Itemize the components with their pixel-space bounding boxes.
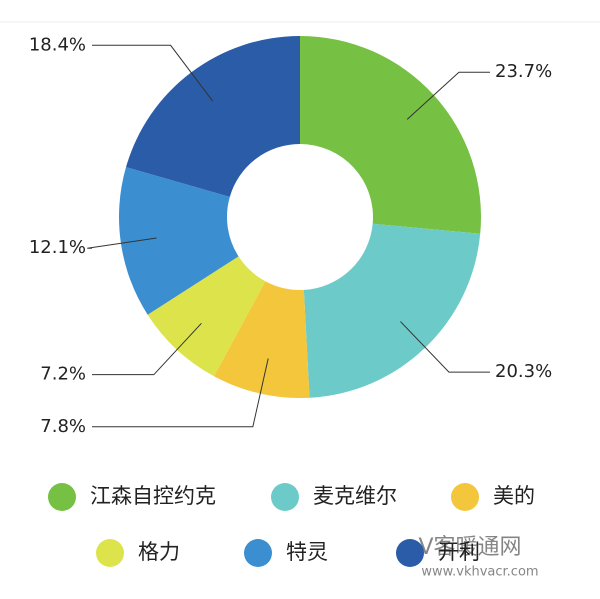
donut-slice xyxy=(303,223,481,398)
data-label: 12.1% xyxy=(29,237,86,258)
legend-marker xyxy=(451,483,479,511)
legend-label: 麦克维尔 xyxy=(313,484,397,508)
data-label: 18.4% xyxy=(29,34,86,55)
donut-slice xyxy=(147,256,266,377)
data-label: 7.8% xyxy=(40,416,86,437)
leader-line xyxy=(92,358,269,428)
legend-label: 特灵 xyxy=(286,540,328,564)
donut-slice xyxy=(119,167,239,315)
legend-marker xyxy=(271,483,299,511)
donut-slice xyxy=(300,36,481,234)
legend-marker xyxy=(396,539,424,567)
legend-label: 开利 xyxy=(438,540,480,564)
watermark-title: V客暖通网 xyxy=(418,535,521,560)
legend-marker xyxy=(96,539,124,567)
legend-marker xyxy=(244,539,272,567)
leader-line xyxy=(400,321,490,373)
data-label: 20.3% xyxy=(495,361,552,382)
leader-line xyxy=(406,71,490,120)
leader-line xyxy=(92,322,202,376)
legend-label: 江森自控约克 xyxy=(90,484,216,508)
leader-line xyxy=(92,44,214,102)
data-label: 23.7% xyxy=(495,61,552,82)
data-label: 7.2% xyxy=(40,364,86,385)
watermark-url: www.vkhvacr.com xyxy=(421,565,538,580)
donut-slice xyxy=(126,36,300,197)
legend-label: 美的 xyxy=(493,484,535,508)
legend-label: 格力 xyxy=(138,540,180,564)
legend-marker xyxy=(48,483,76,511)
donut-slice xyxy=(214,281,310,398)
leader-line xyxy=(87,237,157,249)
